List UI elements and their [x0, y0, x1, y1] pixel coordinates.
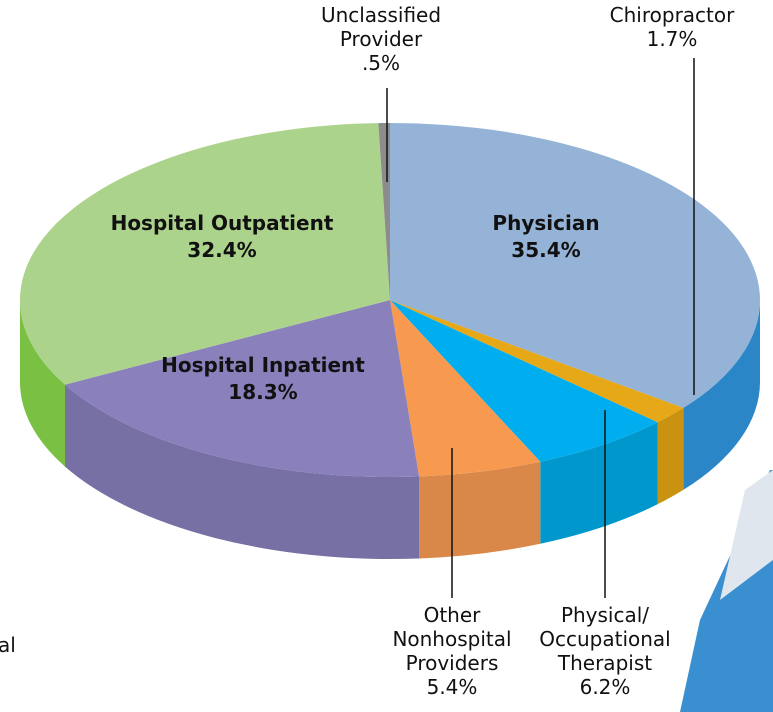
annotation: al	[0, 633, 16, 657]
slice-value: .5%	[362, 51, 400, 75]
slice-value: 35.4%	[511, 238, 580, 262]
slice-side	[658, 408, 684, 504]
slice-value: 5.4%	[427, 675, 478, 699]
label-line: Provider	[340, 27, 423, 51]
slice-value: 1.7%	[647, 27, 698, 51]
slice-label: Hospital Inpatient	[161, 353, 365, 377]
label-line: Chiropractor	[610, 3, 735, 27]
slice-value: 6.2%	[580, 675, 631, 699]
slice-label: Physician	[492, 211, 599, 235]
label-line: Providers	[406, 651, 499, 675]
label-line: Nonhospital	[392, 627, 511, 651]
slice-label: Hospital Outpatient	[111, 211, 334, 235]
label-line: Occupational	[539, 627, 670, 651]
slice-side	[419, 462, 540, 559]
label-line: Unclassified	[321, 3, 441, 27]
label-line: Physical/	[561, 603, 649, 627]
chart: Physician 35.4% Chiropractor1.7% Physical/O…	[0, 0, 773, 712]
label-line: Other	[424, 603, 482, 627]
label-line: Therapist	[557, 651, 652, 675]
slice-value: 32.4%	[187, 238, 256, 262]
slice-value: 18.3%	[228, 380, 297, 404]
slice-label: Chiropractor	[610, 3, 735, 27]
